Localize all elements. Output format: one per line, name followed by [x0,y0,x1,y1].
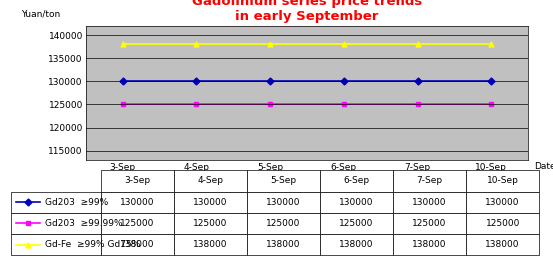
FancyBboxPatch shape [11,213,101,234]
Text: Gd203  ≥99.99%: Gd203 ≥99.99% [45,219,123,228]
Text: Date: Date [534,162,553,171]
FancyBboxPatch shape [11,191,101,213]
Text: Gd-Fe  ≥99% Gd75%: Gd-Fe ≥99% Gd75% [45,240,141,249]
Title: Gadolinium series price trends
in early September: Gadolinium series price trends in early … [192,0,422,23]
Text: Yuan/ton: Yuan/ton [22,10,61,19]
Text: Gd203  ≥99%: Gd203 ≥99% [45,198,108,207]
FancyBboxPatch shape [11,234,101,255]
